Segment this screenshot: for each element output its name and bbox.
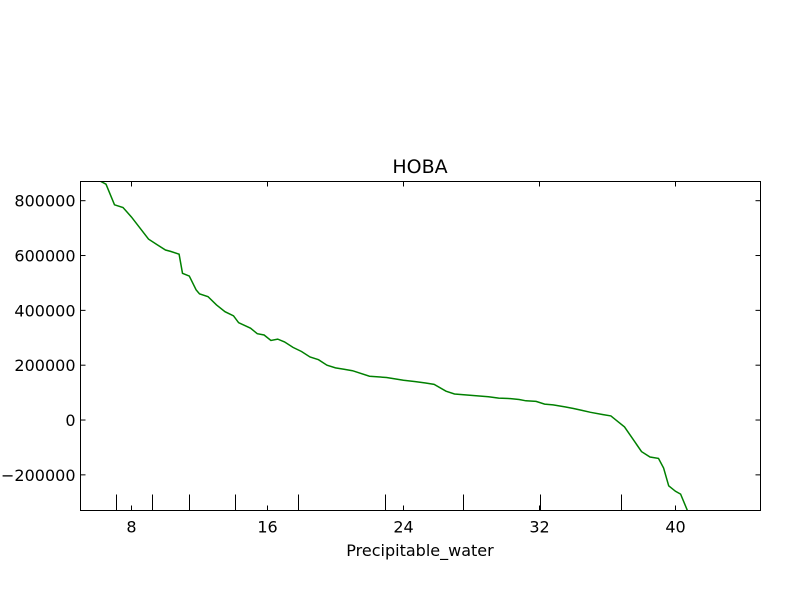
x-tick-label: 8 bbox=[126, 518, 136, 537]
x-tick-label: 16 bbox=[257, 518, 277, 537]
y-tick-label: 400000 bbox=[14, 301, 75, 320]
rug-marks bbox=[116, 494, 622, 511]
plot-area bbox=[100, 181, 689, 511]
y-tick-label: 0 bbox=[65, 411, 75, 430]
axis-ticks: 8 16 24 32 40 800000 600000 400000 200000 0 −20000… bbox=[1, 181, 761, 537]
y-tick-label: 200000 bbox=[14, 356, 75, 375]
series-line-0 bbox=[100, 181, 689, 511]
chart-title: HOBA bbox=[392, 156, 447, 178]
x-tick-label: 24 bbox=[393, 518, 413, 537]
x-tick-label: 32 bbox=[529, 518, 549, 537]
plot-frame bbox=[80, 181, 761, 511]
x-axis-label: Precipitable_water bbox=[346, 541, 494, 561]
x-tick-label: 40 bbox=[665, 518, 685, 537]
y-tick-label: −200000 bbox=[1, 466, 75, 485]
y-tick-label: 600000 bbox=[14, 247, 75, 266]
y-tick-label: 800000 bbox=[14, 192, 75, 211]
